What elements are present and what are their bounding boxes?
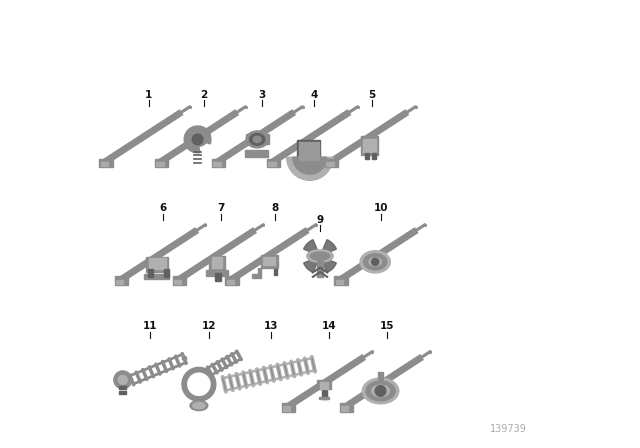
Bar <box>363 138 376 152</box>
Bar <box>320 383 328 389</box>
Ellipse shape <box>188 132 207 146</box>
Bar <box>334 276 348 285</box>
Bar <box>212 258 223 268</box>
Polygon shape <box>182 367 216 401</box>
Bar <box>244 150 268 157</box>
Bar <box>156 162 164 166</box>
Bar <box>205 270 228 276</box>
Ellipse shape <box>366 381 396 401</box>
Wedge shape <box>320 240 337 256</box>
Wedge shape <box>303 240 320 256</box>
Wedge shape <box>320 256 337 272</box>
Ellipse shape <box>190 401 208 410</box>
Ellipse shape <box>369 258 381 266</box>
Bar <box>155 159 168 168</box>
Bar <box>212 159 225 168</box>
Bar <box>260 255 278 268</box>
Bar <box>322 388 326 399</box>
Ellipse shape <box>307 250 333 262</box>
Text: 10: 10 <box>374 203 388 213</box>
Bar <box>299 142 319 160</box>
Text: 139739: 139739 <box>490 424 527 434</box>
Ellipse shape <box>193 403 205 409</box>
Bar <box>340 403 353 412</box>
Polygon shape <box>252 268 260 278</box>
Wedge shape <box>198 126 210 139</box>
Text: 1: 1 <box>145 90 152 100</box>
Ellipse shape <box>372 385 390 397</box>
Bar <box>360 136 378 155</box>
Bar <box>365 153 369 159</box>
Text: 6: 6 <box>159 203 167 213</box>
Bar <box>378 372 383 380</box>
Bar <box>164 269 168 277</box>
Text: 5: 5 <box>369 90 376 100</box>
Bar <box>148 269 152 277</box>
Text: 12: 12 <box>202 321 216 332</box>
Circle shape <box>118 375 127 384</box>
Bar <box>268 162 276 166</box>
Bar <box>213 162 221 166</box>
Text: 7: 7 <box>218 203 225 213</box>
Text: 11: 11 <box>143 321 157 332</box>
Bar <box>119 391 126 394</box>
Bar <box>148 258 166 269</box>
Bar <box>115 276 128 285</box>
Text: 13: 13 <box>264 321 278 332</box>
Ellipse shape <box>250 134 265 145</box>
Bar <box>209 256 225 271</box>
Text: 2: 2 <box>200 90 208 100</box>
Bar <box>267 159 280 168</box>
Wedge shape <box>184 126 211 153</box>
Bar <box>146 257 168 271</box>
Bar <box>116 280 124 284</box>
Circle shape <box>372 258 379 265</box>
Text: 15: 15 <box>380 321 394 332</box>
Bar <box>100 162 108 166</box>
Bar <box>282 403 295 412</box>
Wedge shape <box>303 256 320 272</box>
Bar <box>225 276 239 285</box>
Bar <box>341 406 348 411</box>
Ellipse shape <box>362 378 399 404</box>
Bar <box>99 159 113 168</box>
Ellipse shape <box>310 252 330 260</box>
Bar <box>325 159 339 168</box>
Text: 14: 14 <box>321 321 336 332</box>
Polygon shape <box>188 373 210 396</box>
Text: 3: 3 <box>259 90 266 100</box>
Circle shape <box>375 386 386 396</box>
Ellipse shape <box>360 251 390 273</box>
Bar <box>319 397 329 400</box>
Text: 8: 8 <box>271 203 278 213</box>
Bar <box>274 269 277 275</box>
Wedge shape <box>293 157 326 174</box>
Bar <box>283 406 291 411</box>
Bar <box>317 380 331 389</box>
Bar <box>372 153 376 159</box>
Ellipse shape <box>364 254 387 270</box>
Bar <box>326 162 333 166</box>
Bar <box>144 274 169 279</box>
Ellipse shape <box>253 136 261 142</box>
Bar <box>262 134 269 144</box>
Wedge shape <box>287 157 333 181</box>
Bar <box>119 386 126 389</box>
Ellipse shape <box>246 131 268 148</box>
Bar <box>335 280 343 284</box>
Text: 4: 4 <box>310 90 318 100</box>
Bar <box>173 276 186 285</box>
Bar <box>174 280 181 284</box>
Bar <box>246 134 253 144</box>
Bar <box>264 257 275 265</box>
Circle shape <box>114 371 132 389</box>
Circle shape <box>192 134 203 145</box>
Bar <box>216 273 221 281</box>
Text: 9: 9 <box>316 215 324 224</box>
Bar <box>298 140 321 162</box>
Bar <box>227 280 234 284</box>
Bar <box>317 257 323 277</box>
